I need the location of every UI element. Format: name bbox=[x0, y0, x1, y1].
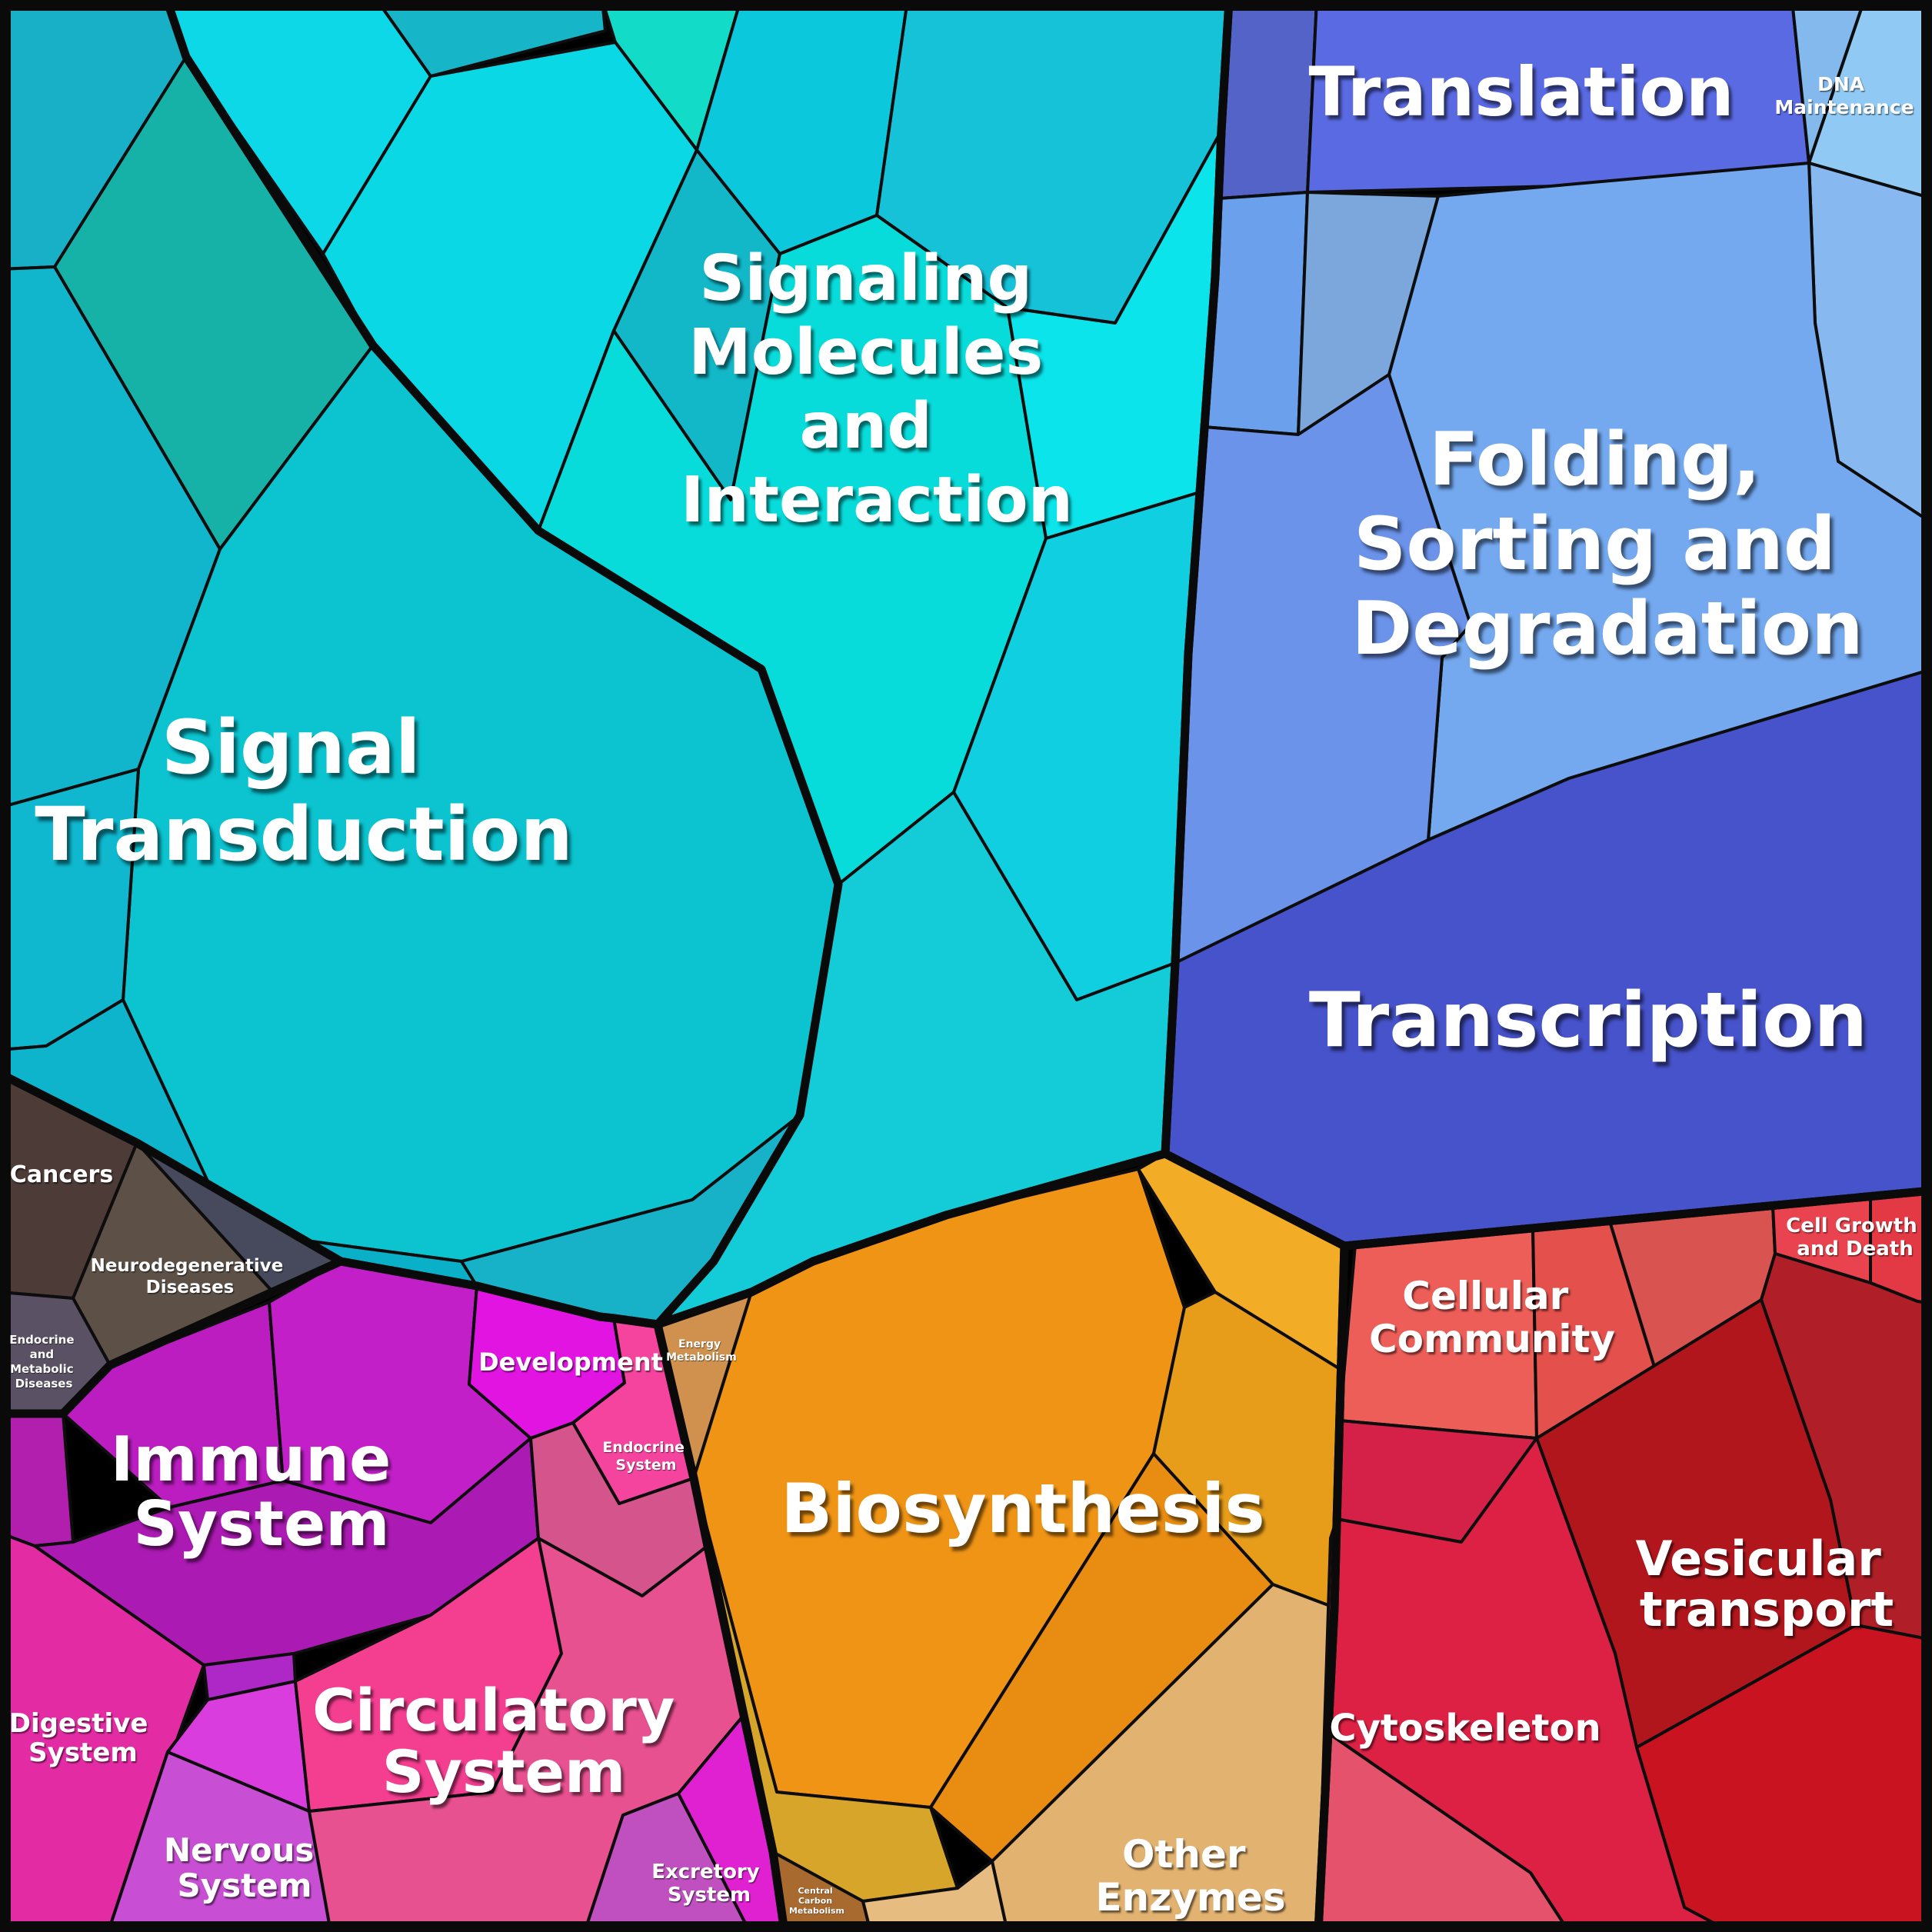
label-cellular-community: Cellular Community bbox=[1369, 1274, 1615, 1361]
cell-dna-maintenance[interactable] bbox=[1807, 0, 1932, 200]
label-digestive-system: Digestive System bbox=[9, 1708, 158, 1768]
label-neurodegenerative: Neurodegenerative Diseases bbox=[91, 1256, 290, 1297]
label-circulatory-system: Circulatory System bbox=[312, 1676, 695, 1806]
label-signal-transduction: Signal Transduction bbox=[35, 705, 573, 878]
label-other-enzymes: Other Enzymes bbox=[1095, 1832, 1285, 1920]
label-endocrine-metabolic-diseases: Endocrine and Metabolic Diseases bbox=[9, 1333, 78, 1391]
outline-cellular-group bbox=[1314, 1186, 1932, 1932]
label-nervous-system: Nervous System bbox=[164, 1831, 325, 1904]
label-central-carbon: Central Carbon Metabolism bbox=[789, 1886, 844, 1916]
cell-magenta-filler[interactable] bbox=[0, 1412, 75, 1547]
label-endocrine-system: Endocrine System bbox=[602, 1439, 689, 1474]
label-immune-system: Immune System bbox=[111, 1424, 413, 1560]
cell-translation-filler[interactable] bbox=[1217, 0, 1318, 200]
label-cytoskeleton: Cytoskeleton bbox=[1329, 1707, 1601, 1750]
outline-genetic-group bbox=[1161, 0, 1932, 1251]
label-development: Development bbox=[478, 1347, 663, 1377]
label-folding: Folding, Sorting and Degradation bbox=[1351, 418, 1863, 671]
group-genetic-information bbox=[1164, 0, 1932, 1247]
cell-nervous-system[interactable] bbox=[106, 1750, 332, 1932]
label-transcription: Transcription bbox=[1309, 977, 1867, 1064]
label-dna-maintenance: DNA Maintenance bbox=[1774, 73, 1914, 118]
group-signaling-molecules bbox=[165, 0, 1231, 1326]
label-biosynthesis: Biosynthesis bbox=[781, 1469, 1264, 1548]
label-energy-metabolism: Energy Metabolism bbox=[666, 1338, 737, 1364]
group-cellular-processes bbox=[1317, 1189, 1932, 1932]
label-vesicular-transport: Vesicular transport bbox=[1636, 1531, 1898, 1637]
label-cell-growth-death: Cell Growth and Death bbox=[1786, 1214, 1924, 1261]
label-signaling-molecules: Signaling Molecules and Interaction bbox=[681, 242, 1073, 537]
label-excretory-system: Excretory System bbox=[651, 1860, 767, 1907]
label-cancers: Cancers bbox=[10, 1161, 113, 1188]
labels: Signal Transduction Signaling Molecules … bbox=[9, 52, 1924, 1920]
label-translation: Translation bbox=[1308, 52, 1734, 132]
outline-st-smi-divider bbox=[162, 0, 843, 1329]
cell-smi-filler[interactable] bbox=[375, 0, 607, 78]
